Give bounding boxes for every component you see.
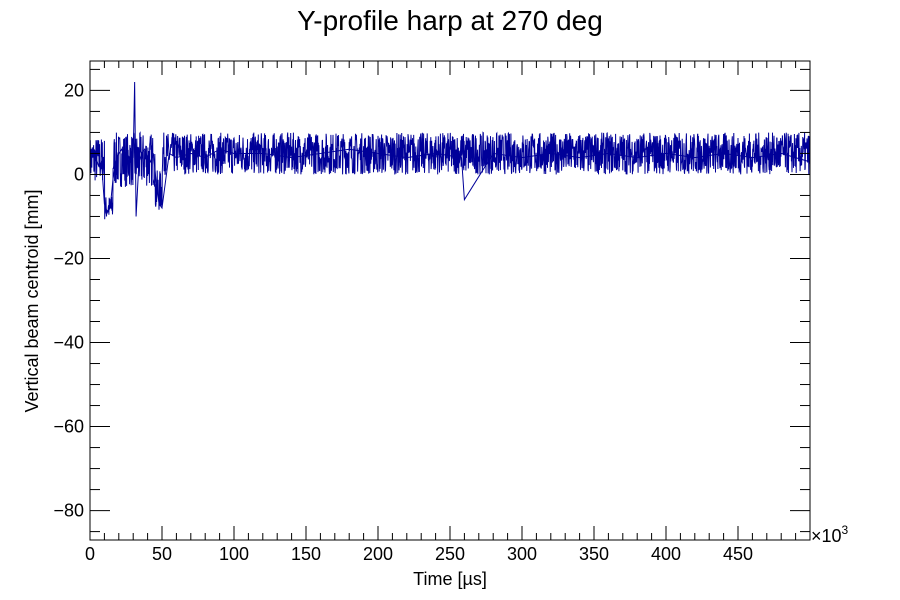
x-axis-multiplier: ×103 (811, 523, 849, 546)
x-tick-label: 300 (507, 544, 537, 564)
x-tick-label: 150 (291, 544, 321, 564)
x-tick-label: 250 (435, 544, 465, 564)
x-tick-label: 400 (651, 544, 681, 564)
y-tick-label: −80 (53, 501, 84, 521)
series-layer (89, 82, 811, 220)
x-tick-label: 450 (723, 544, 753, 564)
x-axis-title: Time [µs] (413, 569, 487, 589)
y-axis-title: Vertical beam centroid [mm] (22, 189, 42, 412)
x-tick-label: 100 (219, 544, 249, 564)
y-tick-label: −60 (53, 417, 84, 437)
x-tick-label: 350 (579, 544, 609, 564)
y-tick-label: 20 (64, 80, 84, 100)
plot-frame (89, 60, 811, 541)
y-tick-label: −40 (53, 333, 84, 353)
y-tick-label: −20 (53, 248, 84, 268)
series-line (89, 82, 811, 217)
series-noise-trace (89, 131, 811, 220)
chart-title: Y-profile harp at 270 deg (297, 5, 603, 36)
tick-labels: 0 50 100 150 200 250 300 350 400 450200−20−40−60−… (53, 80, 753, 564)
x-tick-label: 200 (363, 544, 393, 564)
y-tick-label: 0 (74, 164, 84, 184)
x-tick-label: 50 (152, 544, 172, 564)
x-tick-label: 0 (85, 544, 95, 564)
axis-ticks (89, 61, 811, 540)
